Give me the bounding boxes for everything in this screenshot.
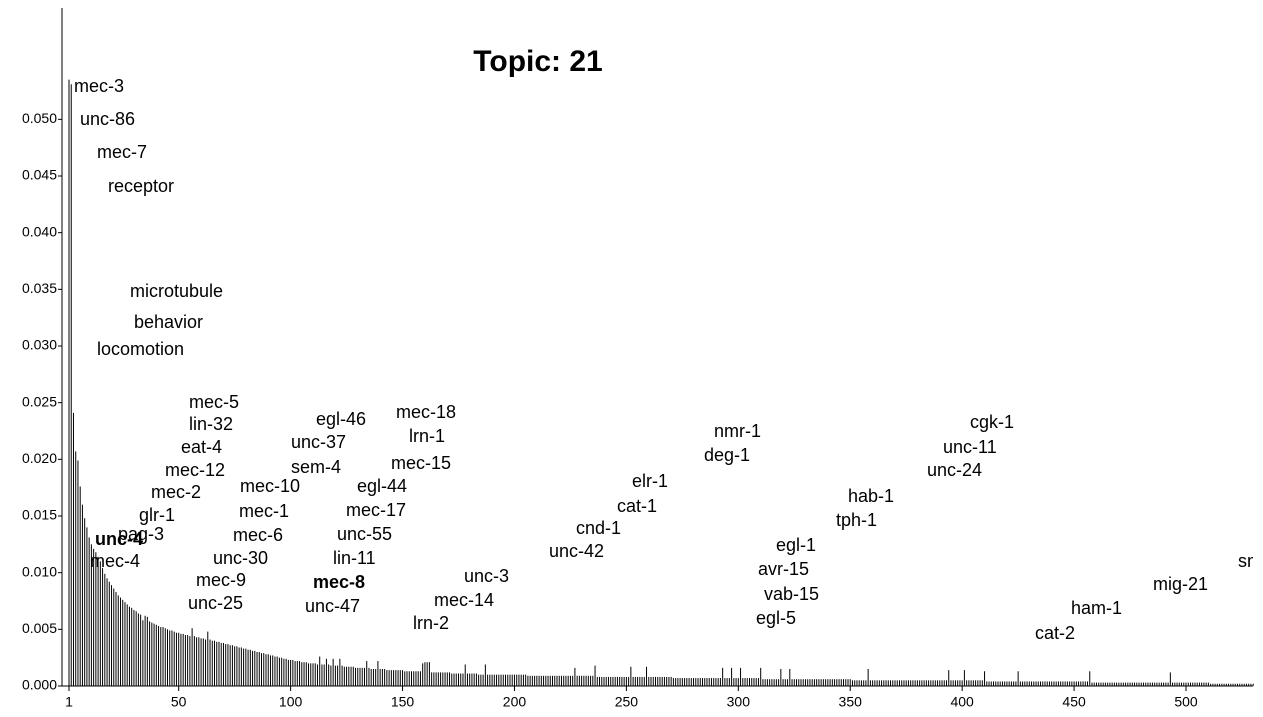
annotation: mec-8 <box>313 572 365 592</box>
annotation: behavior <box>134 312 203 332</box>
annotation: pag-3 <box>118 524 164 544</box>
y-tick-label: 0.010 <box>22 563 57 579</box>
x-tick-label: 400 <box>950 694 974 710</box>
annotation: mec-1 <box>239 501 289 521</box>
annotation: egl-5 <box>756 608 796 628</box>
annotation: avr-15 <box>758 559 809 579</box>
annotation: unc-37 <box>291 432 346 452</box>
y-tick-label: 0.020 <box>22 450 57 466</box>
annotation: mec-2 <box>151 482 201 502</box>
annotation: mec-14 <box>434 590 494 610</box>
annotation: glr-1 <box>139 505 175 525</box>
annotation: egl-46 <box>316 409 366 429</box>
annotation: microtubule <box>130 281 223 301</box>
annotation: cat-1 <box>617 496 657 516</box>
annotation: lrn-1 <box>409 426 445 446</box>
y-tick-label: 0.035 <box>22 280 57 296</box>
y-tick-label: 0.030 <box>22 337 57 353</box>
annotation: lrn-2 <box>413 613 449 633</box>
x-tick-label: 1 <box>65 694 73 710</box>
annotation: mec-4 <box>90 551 140 571</box>
annotation: unc-11 <box>943 437 997 457</box>
y-tick-label: 0.015 <box>22 507 57 523</box>
annotation: unc-47 <box>305 596 360 616</box>
annotation: unc-30 <box>213 548 268 568</box>
annotation: mig-21 <box>1153 574 1208 594</box>
annotation: tph-1 <box>836 510 877 530</box>
annotation: elr-1 <box>632 471 668 491</box>
x-tick-label: 300 <box>727 694 751 710</box>
y-tick-label: 0.040 <box>22 223 57 239</box>
annotation: mec-15 <box>391 453 451 473</box>
annotation: vab-15 <box>764 584 819 604</box>
annotation: mec-10 <box>240 476 300 496</box>
annotation: mec-3 <box>74 76 124 96</box>
annotation: lin-32 <box>189 414 233 434</box>
x-tick-label: 150 <box>391 694 415 710</box>
y-tick-label: 0.005 <box>22 620 57 636</box>
annotation: ham-1 <box>1071 598 1122 618</box>
x-tick-label: 100 <box>279 694 303 710</box>
annotation: egl-1 <box>776 535 816 555</box>
x-tick-label: 450 <box>1062 694 1086 710</box>
annotation: mec-18 <box>396 402 456 422</box>
annotation: unc-4 <box>95 529 143 549</box>
annotation: mec-9 <box>196 570 246 590</box>
annotation: sem-4 <box>291 457 341 477</box>
annotations: mec-3 unc-86 mec-7 receptor microtubule behav… <box>74 76 1262 643</box>
x-tick-label: 50 <box>171 694 187 710</box>
x-tick-label: 250 <box>615 694 639 710</box>
annotation: mec-5 <box>189 392 239 412</box>
annotation: mec-6 <box>233 525 283 545</box>
y-tick-label: 0.025 <box>22 393 57 409</box>
annotation: hab-1 <box>848 486 894 506</box>
annotation: unc-25 <box>188 593 243 613</box>
annotation: unc-86 <box>80 109 135 129</box>
y-tick-label: 0.050 <box>22 110 57 126</box>
annotation: receptor <box>108 176 174 196</box>
x-tick-label: 500 <box>1174 694 1198 710</box>
annotation: unc-42 <box>549 541 604 561</box>
annotation: mec-17 <box>346 500 406 520</box>
annotation: cnd-1 <box>576 518 621 538</box>
y-tick-label: 0.045 <box>22 167 57 183</box>
y-tick-label: 0.000 <box>22 677 57 693</box>
annotation: nmr-1 <box>714 421 761 441</box>
chart-title: Topic: 21 <box>473 45 602 78</box>
annotation: unc-55 <box>337 524 392 544</box>
x-tick-label: 350 <box>839 694 863 710</box>
annotation: cgk-1 <box>970 412 1014 432</box>
x-tick-label: 200 <box>503 694 527 710</box>
annotation: eat-4 <box>181 437 222 457</box>
annotation: cat-2 <box>1035 623 1075 643</box>
annotation: unc-3 <box>464 566 509 586</box>
annotation: egl-44 <box>357 476 407 496</box>
annotation: mec-12 <box>165 460 225 480</box>
annotation: unc-24 <box>927 460 982 480</box>
annotation: sm <box>1238 551 1262 571</box>
annotation: deg-1 <box>704 445 750 465</box>
annotation: lin-11 <box>333 548 376 568</box>
annotation: locomotion <box>97 339 184 359</box>
annotation: mec-7 <box>97 142 147 162</box>
